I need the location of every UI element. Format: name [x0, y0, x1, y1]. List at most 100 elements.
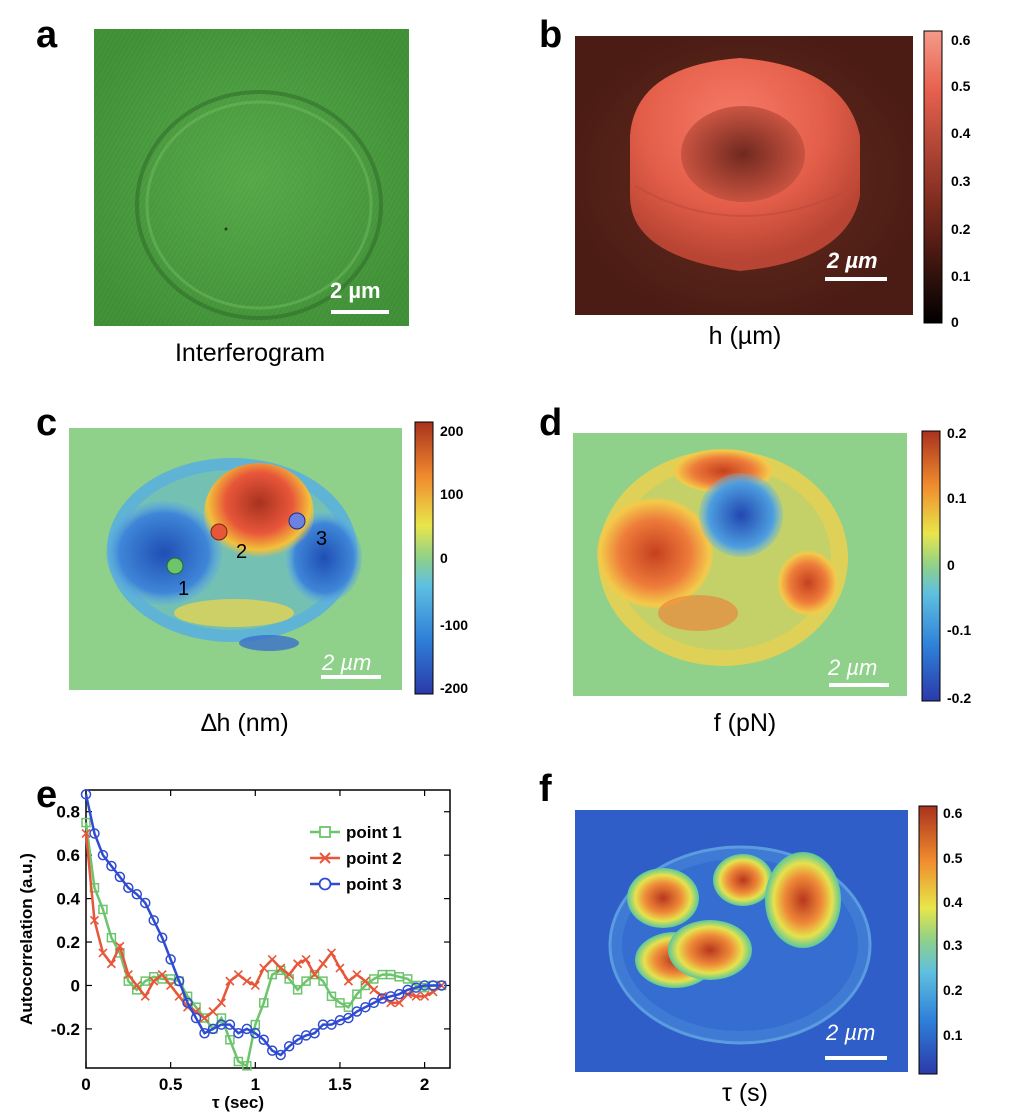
- x-axis-label: τ (sec): [212, 1093, 264, 1112]
- data-point: [276, 963, 286, 973]
- data-point: [351, 1006, 363, 1017]
- series-line-3: [84, 794, 442, 1057]
- data-point: [225, 1035, 235, 1045]
- colorbar-f: [918, 805, 938, 1075]
- data-point: [368, 997, 380, 1009]
- data-point: [149, 976, 159, 986]
- data-point: [326, 1019, 337, 1030]
- data-point: [165, 954, 176, 965]
- colorbar-d-tick: 0.2: [947, 425, 967, 441]
- data-point: [394, 998, 404, 1008]
- data-point: [420, 991, 430, 1001]
- colorbar-f-tick: 0.4: [943, 894, 963, 910]
- data-point: [436, 980, 447, 991]
- colorbar-d-tick: 0.1: [947, 490, 967, 506]
- data-point: [266, 1045, 278, 1056]
- data-point: [106, 932, 117, 943]
- colorbar-c: [414, 421, 434, 695]
- marker-label-1: 1: [178, 578, 190, 600]
- colorbar-c-tick: 100: [440, 486, 464, 502]
- panel-letter-a: a: [36, 14, 58, 56]
- colorbar-d: [921, 430, 941, 702]
- data-point: [132, 980, 142, 991]
- relaxation-time-map: [575, 810, 908, 1072]
- data-point: [360, 976, 370, 986]
- interferogram-image: [94, 29, 409, 326]
- data-point: [98, 904, 108, 915]
- caption-b: h (µm): [708, 322, 782, 350]
- x-tick-label: 2: [420, 1075, 429, 1094]
- data-point: [343, 1012, 354, 1024]
- legend-marker: [319, 852, 331, 864]
- data-point: [199, 1028, 210, 1039]
- data-point: [267, 954, 277, 964]
- colorbar-d-tick: -0.1: [947, 622, 972, 638]
- data-point: [89, 828, 100, 839]
- data-point: [156, 932, 168, 943]
- data-point: [259, 963, 269, 973]
- colorbar-c-tick: -100: [440, 617, 469, 633]
- colorbar-f-tick: 0.5: [943, 850, 963, 866]
- data-point: [157, 970, 167, 980]
- colorbar-f-tick: 0.1: [943, 1027, 963, 1043]
- colorbar-f-tick: 0.2: [943, 982, 963, 998]
- data-point: [114, 871, 126, 883]
- autocorrelation-chart: 0 0.5 1 1.5 2 0.8 0.6 0.4 0.2 0 -0.2 τ (sec) Autocor…: [17, 789, 451, 1112]
- colorbar-b-tick: 0.6: [951, 32, 971, 48]
- data-point: [335, 963, 345, 973]
- data-point: [250, 1028, 261, 1039]
- caption-f: τ (s): [722, 1079, 768, 1107]
- scale-label-f: 2 µm: [826, 1020, 876, 1045]
- data-point: [309, 1028, 320, 1039]
- data-point: [343, 1002, 354, 1012]
- data-point: [131, 889, 143, 900]
- data-point: [402, 974, 413, 984]
- data-point: [224, 1019, 236, 1030]
- data-point: [208, 1006, 218, 1017]
- data-point: [233, 970, 243, 980]
- x-tick-label: 1: [251, 1075, 260, 1094]
- data-point: [199, 1013, 210, 1023]
- data-point: [123, 882, 134, 893]
- y-tick-label: 0: [71, 976, 80, 995]
- caption-a: Interferogram: [174, 339, 326, 367]
- x-tick-label: 1.5: [328, 1075, 352, 1094]
- data-point: [106, 860, 117, 872]
- data-point: [369, 985, 379, 995]
- data-point: [97, 849, 109, 861]
- colorbar-b-tick: 0.2: [951, 221, 971, 237]
- scale-label-d: 2 µm: [828, 655, 878, 680]
- colorbar-b: [923, 30, 943, 324]
- marker-point-1: [166, 557, 184, 575]
- colorbar-f-tick: 0.6: [943, 805, 963, 821]
- legend-marker: [318, 877, 332, 891]
- colorbar-c-tick: 0: [440, 550, 448, 566]
- height-map-image: [575, 36, 913, 315]
- legend-label: point 3: [346, 875, 402, 894]
- data-point: [115, 941, 125, 951]
- data-point: [166, 980, 176, 991]
- colorbar-b-tick: 0.5: [951, 78, 971, 94]
- caption-c: ∆h (nm): [201, 709, 289, 737]
- data-point: [293, 959, 303, 969]
- colorbar-d-tick: -0.2: [947, 690, 972, 706]
- data-point: [250, 980, 260, 991]
- data-point: [89, 915, 100, 925]
- colorbar-b-tick: 0.4: [951, 125, 971, 141]
- y-tick-label: 0.6: [56, 846, 80, 865]
- colorbar-f-tick: 0.3: [943, 937, 963, 953]
- colorbar-d-tick: 0: [947, 557, 955, 573]
- series-line-1: [84, 822, 442, 1068]
- data-point: [140, 991, 150, 1001]
- data-point: [352, 989, 362, 999]
- colorbar-b-tick: 0: [951, 314, 959, 330]
- data-point: [275, 1049, 286, 1061]
- y-tick-label: -0.2: [51, 1020, 80, 1039]
- y-tick-label: 0.2: [56, 933, 80, 952]
- x-tick-label: 0.5: [159, 1075, 183, 1094]
- colorbar-c-tick: 200: [440, 423, 464, 439]
- legend-label: point 1: [346, 823, 402, 842]
- data-point: [360, 1001, 371, 1013]
- marker-point-2: [210, 523, 228, 541]
- data-point: [292, 985, 303, 995]
